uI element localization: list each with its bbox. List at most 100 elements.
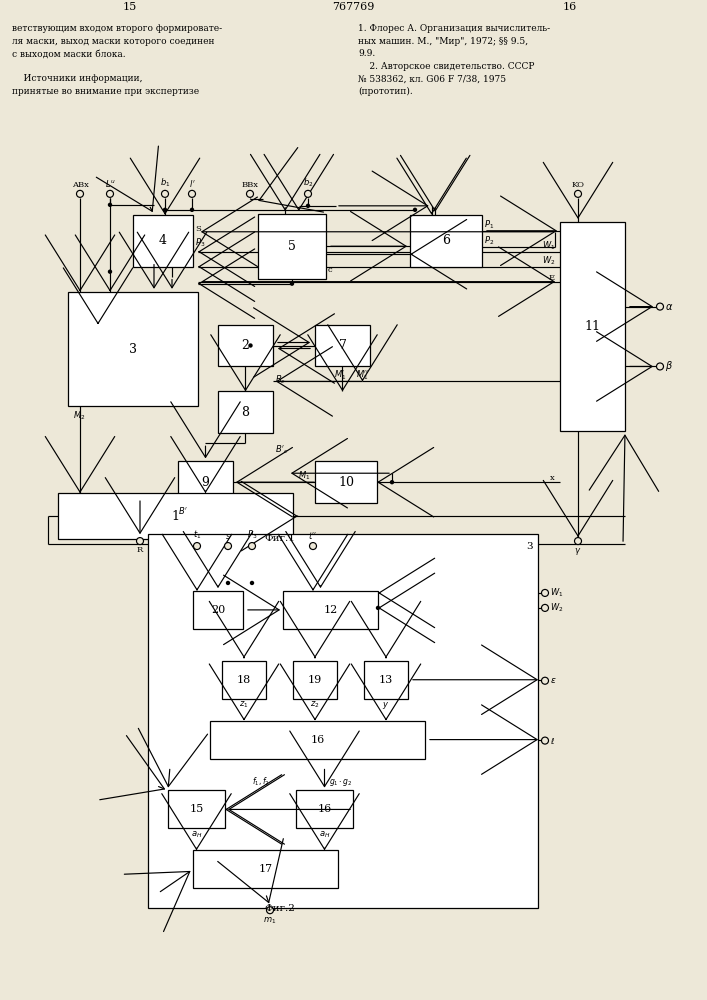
Text: Фиг.2: Фиг.2	[264, 904, 296, 913]
Text: 19: 19	[308, 675, 322, 685]
Text: 16: 16	[317, 804, 332, 814]
Text: ABx: ABx	[71, 181, 88, 189]
Text: $B_c$: $B_c$	[275, 374, 286, 386]
Circle shape	[542, 589, 549, 596]
Text: $W_2$: $W_2$	[542, 254, 555, 267]
Text: 18: 18	[237, 675, 251, 685]
Text: $P_3$: $P_3$	[195, 236, 205, 249]
Text: $W_1$: $W_1$	[542, 239, 555, 252]
Circle shape	[376, 606, 380, 610]
Text: 9: 9	[201, 476, 209, 489]
Text: $\varepsilon$: $\varepsilon$	[550, 676, 556, 685]
Circle shape	[310, 543, 317, 550]
Circle shape	[189, 190, 196, 197]
Text: $W_1$: $W_1$	[550, 587, 563, 599]
Text: 1: 1	[172, 510, 180, 523]
Circle shape	[575, 538, 581, 545]
Circle shape	[107, 203, 112, 207]
Bar	[410, 215, 482, 267]
Bar	[364, 661, 408, 699]
Text: $a_H$: $a_H$	[319, 829, 330, 840]
Circle shape	[657, 303, 663, 310]
Text: 12: 12	[323, 605, 338, 615]
Text: KO: KO	[571, 181, 585, 189]
Text: ветствующим входом второго формировате-
ля маски, выход маски которого соединен
: ветствующим входом второго формировате- …	[12, 24, 222, 96]
Text: 6: 6	[442, 234, 450, 247]
Text: 8: 8	[242, 406, 250, 419]
Bar	[283, 591, 378, 629]
Circle shape	[657, 363, 663, 370]
Circle shape	[107, 190, 114, 197]
Circle shape	[575, 190, 581, 197]
Text: $z_2$: $z_2$	[310, 700, 320, 710]
Text: 767769: 767769	[332, 2, 374, 12]
Bar	[210, 721, 425, 759]
Bar	[296, 790, 353, 828]
Text: 4: 4	[159, 234, 167, 247]
Text: 3: 3	[129, 343, 137, 356]
Circle shape	[305, 190, 312, 197]
Bar	[178, 461, 233, 503]
Circle shape	[248, 343, 252, 348]
Text: $P_2$: $P_2$	[484, 234, 494, 247]
Text: $s$: $s$	[225, 532, 231, 541]
Text: $z_1$: $z_1$	[239, 700, 249, 710]
Circle shape	[194, 543, 201, 550]
Text: S: S	[195, 225, 201, 233]
Bar	[58, 493, 293, 539]
Text: 16: 16	[310, 735, 325, 745]
Text: $t_1$: $t_1$	[193, 529, 201, 541]
Text: 5: 5	[288, 240, 296, 253]
Text: c: c	[328, 266, 332, 274]
Bar	[193, 591, 243, 629]
Text: BBx: BBx	[242, 181, 259, 189]
Text: 7: 7	[339, 339, 346, 352]
Text: $t''$: $t''$	[308, 530, 317, 541]
Text: $M_1'$: $M_1'$	[334, 368, 346, 382]
Circle shape	[161, 190, 168, 197]
Text: $b_1$: $b_1$	[160, 176, 170, 189]
Text: 1. Флорес А. Организация вычислитель-
ных машин. М., "Мир", 1972; §§ 9.5,
9.9.
 : 1. Флорес А. Организация вычислитель- ны…	[358, 24, 550, 96]
Text: 17: 17	[259, 864, 273, 874]
Text: $M_2$: $M_2$	[73, 409, 86, 422]
Circle shape	[390, 480, 395, 484]
Bar	[222, 661, 266, 699]
Circle shape	[107, 269, 112, 274]
Bar	[560, 222, 625, 431]
Bar	[293, 661, 337, 699]
Text: 13: 13	[379, 675, 393, 685]
Text: 16: 16	[563, 2, 577, 12]
Circle shape	[250, 581, 255, 585]
Bar	[168, 790, 225, 828]
Text: $y$: $y$	[382, 700, 390, 711]
Circle shape	[189, 208, 194, 212]
Text: $\ell$: $\ell$	[550, 736, 555, 746]
Circle shape	[290, 281, 294, 286]
Text: $W_2$: $W_2$	[550, 602, 563, 614]
Bar	[193, 850, 338, 888]
Text: 20: 20	[211, 605, 225, 615]
Text: $b_2$: $b_2$	[303, 176, 313, 189]
Circle shape	[542, 677, 549, 684]
Text: $M_1$: $M_1$	[298, 470, 310, 482]
Circle shape	[267, 907, 274, 914]
Circle shape	[226, 581, 230, 585]
Text: 3: 3	[527, 542, 533, 551]
Text: $M_1''$: $M_1''$	[356, 368, 369, 382]
Bar	[258, 214, 326, 279]
Text: $\gamma$: $\gamma$	[574, 546, 582, 557]
Text: 15: 15	[189, 804, 204, 814]
Bar	[68, 292, 198, 406]
Circle shape	[76, 190, 83, 197]
Text: $P_1$: $P_1$	[484, 218, 494, 231]
Text: $g_1 \cdot g_2$: $g_1 \cdot g_2$	[329, 777, 353, 788]
Text: $f_1, f_2$: $f_1, f_2$	[252, 776, 269, 788]
Text: $l'$: $l'$	[189, 178, 195, 189]
Text: E: E	[549, 274, 555, 282]
Circle shape	[248, 543, 255, 550]
Text: 2: 2	[242, 339, 250, 352]
Text: 11: 11	[585, 320, 600, 333]
Text: $L^u$: $L^u$	[105, 178, 115, 189]
Text: $m_1$: $m_1$	[264, 915, 276, 926]
Text: Фиг.1: Фиг.1	[264, 534, 296, 543]
